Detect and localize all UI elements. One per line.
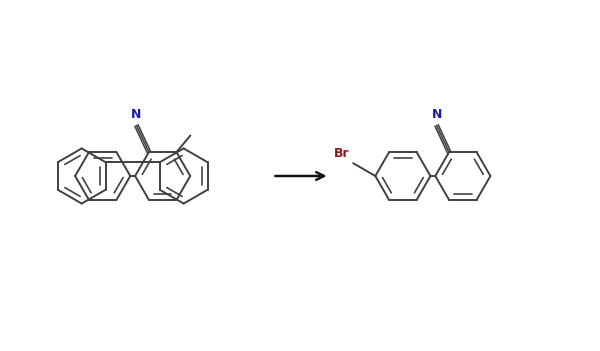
Text: N: N [131, 108, 142, 121]
Text: N: N [431, 108, 442, 121]
Text: Br: Br [334, 147, 349, 160]
